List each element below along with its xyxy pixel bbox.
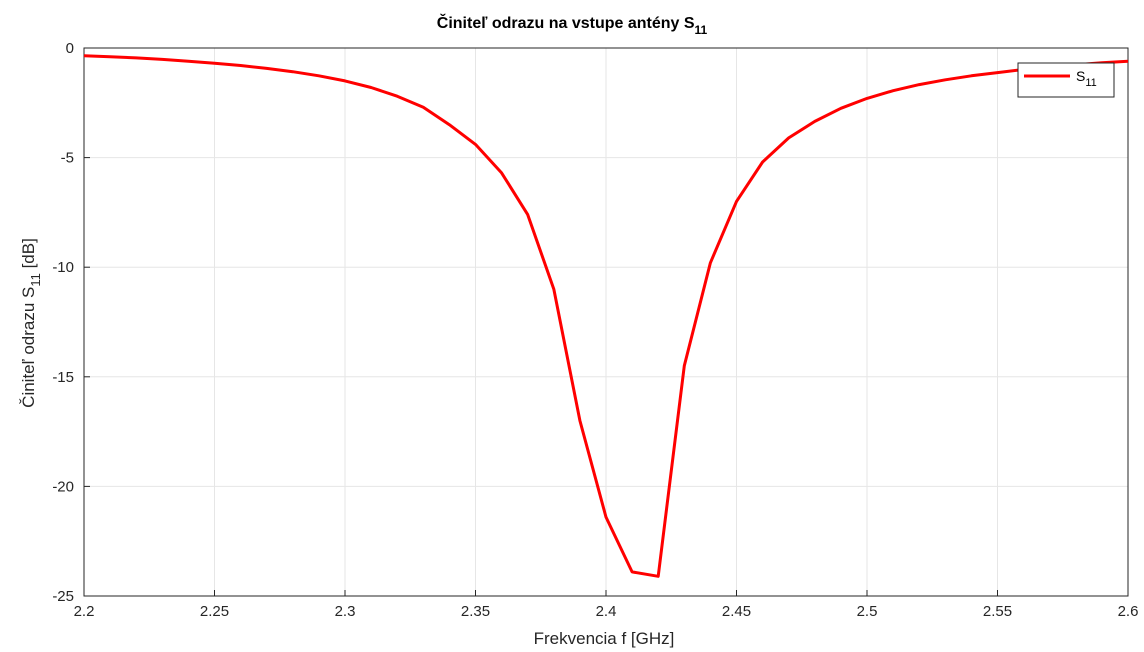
y-tick-label: -5 [61,150,74,167]
chart-title-subscript: 11 [695,23,708,37]
y-tick-label: 0 [66,40,74,57]
x-tick-label: 2.3 [335,603,356,620]
y-axis-label: Činiteľ odrazu S11 [dB] [19,238,43,408]
legend-label-subscript: 11 [1085,77,1096,89]
x-tick-label: 2.55 [983,603,1012,620]
x-axis-label: Frekvencia f [GHz] [534,629,675,648]
x-tick-label: 2.5 [857,603,878,620]
chart-title-sub: S [684,15,695,32]
axis-ticks: 2.2 2.25 2.3 2.35 2.4 2.45 2.5 2.55 2.6 0 -5 -10 -15… [52,40,1138,620]
x-tick-label: 2.2 [74,603,95,620]
x-tick-label: 2.6 [1118,603,1139,620]
y-axis-label-subscript: 11 [28,273,43,287]
x-tick-label: 2.4 [596,603,617,620]
x-tick-label: 2.35 [461,603,490,620]
y-axis-label-unit: [dB] [19,238,38,273]
legend-label-main: S [1076,68,1085,84]
legend: S11 [1017,62,1115,98]
y-axis-label-main: Činiteľ odrazu S [19,287,38,408]
legend-label-s11: S11 [1076,68,1097,89]
y-tick-label: -15 [52,369,74,386]
x-tick-label: 2.25 [200,603,229,620]
chart-title: Činiteľ odrazu na vstupe antény S11 [437,13,708,37]
y-tick-label: -25 [52,588,74,605]
chart-title-main: Činiteľ odrazu na vstupe antény [437,13,684,32]
y-tick-label: -10 [52,259,74,276]
series-line-s11 [83,54,1129,578]
legend-box [1017,62,1115,98]
x-tick-label: 2.45 [722,603,751,620]
y-tick-label: -20 [52,478,74,495]
